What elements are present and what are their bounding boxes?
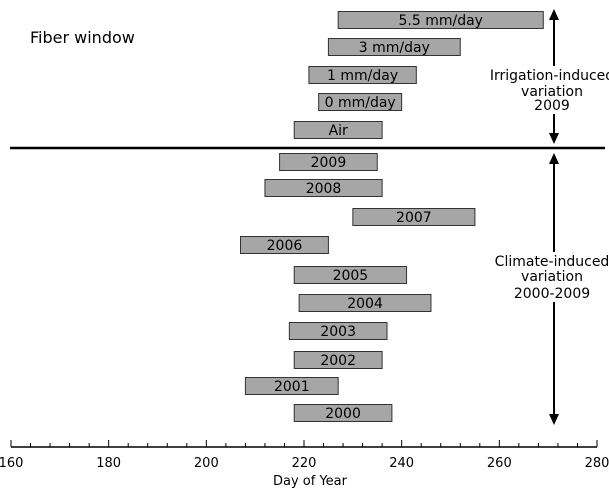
bar — [293, 404, 393, 422]
bar-label: 2004 — [347, 296, 383, 312]
x-tick-label: 240 — [389, 456, 414, 471]
bar-label: 0 mm/day — [325, 95, 396, 111]
variation-note-line: Climate-induced — [495, 254, 609, 270]
bar-group: 2001 — [244, 377, 339, 395]
bar-label: 2008 — [306, 181, 342, 197]
bar-label: 2006 — [267, 238, 303, 254]
bar-label: Air — [329, 123, 348, 139]
bar — [264, 179, 383, 197]
bar — [318, 93, 403, 111]
bar-group: 1 mm/day — [308, 66, 417, 84]
bar-label: 2009 — [311, 155, 347, 171]
bar — [308, 66, 417, 84]
bar — [337, 11, 544, 29]
bar — [327, 38, 461, 56]
bar-label: 5.5 mm/day — [398, 13, 482, 29]
bar-group: 2006 — [240, 236, 329, 254]
bar-group: 2007 — [352, 208, 476, 226]
x-tick-label: 280 — [585, 456, 609, 471]
variation-note-line: 2000-2009 — [514, 286, 590, 302]
bar-group: 2009 — [279, 153, 378, 171]
bar-group: 2004 — [298, 294, 432, 312]
bar-label: 2007 — [396, 210, 432, 226]
bar — [288, 322, 388, 340]
bar — [298, 294, 432, 312]
bar-group: 5.5 mm/day — [337, 11, 544, 29]
bars-layer: 5.5 mm/day 3 mm/day 1 mm/day 0 mm/day Air 200… — [240, 11, 544, 422]
annotations-layer: Irrigation-inducedvariation2009Climate-i… — [490, 9, 609, 425]
bar — [293, 351, 383, 369]
x-axis: 160 180 200 220 240 260 280 — [0, 440, 609, 471]
bar-label: 2005 — [333, 268, 369, 284]
x-tick-label: 220 — [292, 456, 317, 471]
bar-group: 2008 — [264, 179, 383, 197]
bar-label: 2002 — [320, 353, 356, 369]
chart-title: Fiber window — [30, 28, 135, 47]
x-tick-label: 260 — [487, 456, 512, 471]
bar-label: 1 mm/day — [327, 68, 398, 84]
x-tick-label: 160 — [0, 456, 23, 471]
bar — [279, 153, 378, 171]
variation-note-line: 2009 — [534, 98, 570, 114]
x-tick-label: 180 — [96, 456, 121, 471]
bar-label: 3 mm/day — [359, 40, 430, 56]
bar — [240, 236, 329, 254]
x-tick-label: 200 — [194, 456, 219, 471]
bar-group: 2000 — [293, 404, 393, 422]
bar-group: 2002 — [293, 351, 383, 369]
bar — [244, 377, 339, 395]
bar-label: 2003 — [320, 324, 356, 340]
variation-note-line: variation — [521, 84, 583, 100]
x-axis-title: Day of Year — [273, 474, 348, 489]
variation-note-line: Irrigation-induced — [490, 68, 609, 84]
bar-group: 3 mm/day — [327, 38, 461, 56]
bar-label: 2001 — [274, 379, 310, 395]
bar-group: Air — [293, 121, 383, 139]
bar — [352, 208, 476, 226]
bar-label: 2000 — [325, 406, 361, 422]
variation-note-line: variation — [521, 269, 583, 285]
bar-group: 2005 — [293, 266, 408, 284]
bar — [293, 266, 408, 284]
bar-group: 0 mm/day — [318, 93, 403, 111]
bar-group: 2003 — [288, 322, 388, 340]
bar — [293, 121, 383, 139]
